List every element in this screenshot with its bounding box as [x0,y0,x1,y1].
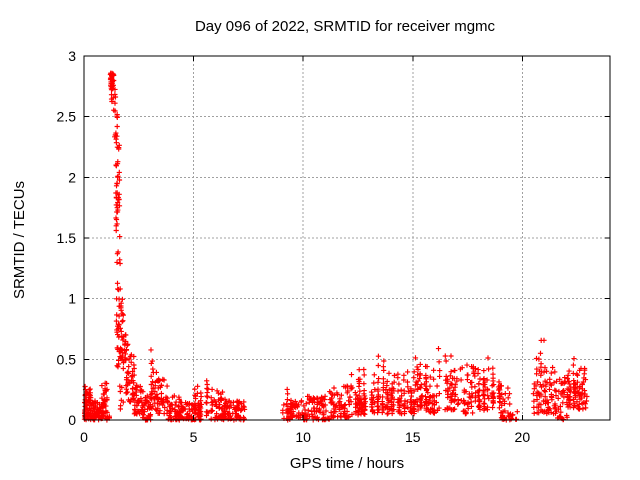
y-tick-label: 0 [68,412,76,428]
x-tick-label: 15 [405,429,421,445]
x-tick-label: 20 [515,429,531,445]
y-axis-label: SRMTID / TECUs [11,181,28,299]
x-tick-label: 10 [295,429,311,445]
y-tick-label: 2 [68,169,76,185]
gridlines [84,56,610,420]
chart-title: Day 096 of 2022, SRMTID for receiver mgm… [195,18,496,35]
y-tick-label: 1 [68,291,76,307]
y-tick-label: 1.5 [57,230,77,246]
y-tick-label: 2.5 [57,109,77,125]
y-tick-labels: 0 0.5 1 1.5 2 2.5 3 [57,48,77,428]
x-axis-label: GPS time / hours [290,455,404,472]
x-tick-labels: 0 5 10 15 20 [80,429,530,445]
y-tick-label: 3 [68,48,76,64]
plot-border [83,55,611,421]
x-tick-label: 5 [190,429,198,445]
x-tick-label: 0 [80,429,88,445]
y-tick-label: 0.5 [57,351,77,367]
